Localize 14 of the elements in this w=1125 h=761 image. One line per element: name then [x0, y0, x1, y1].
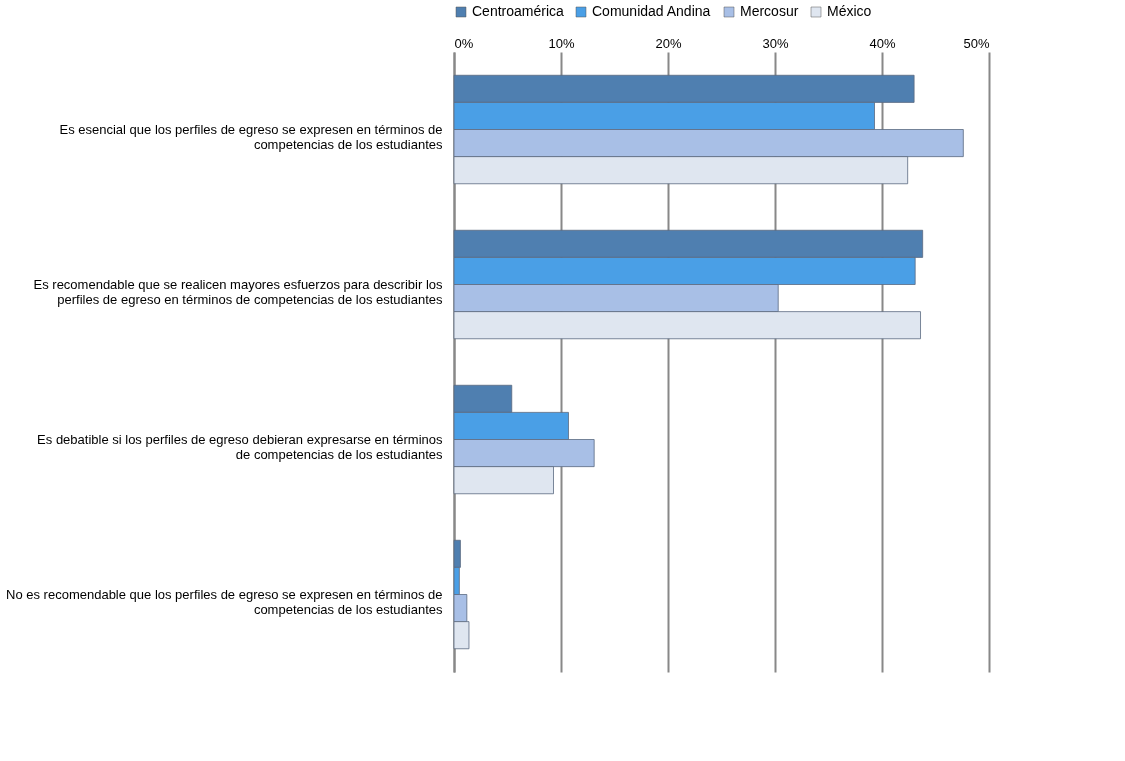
legend-label: México	[827, 3, 872, 19]
y-tick-label: Es recomendable que se realicen mayores esfuerzos para describir los perfiles de egreso en términos de competencias de los estudiantes	[33, 276, 443, 307]
x-tick-label: 20%	[655, 35, 682, 51]
legend-label: Centroamérica	[472, 3, 565, 19]
x-tick-label: 30%	[762, 35, 789, 51]
x-tick-label: 50%	[963, 35, 990, 51]
x-tick-label: 0%	[454, 35, 474, 51]
y-tick-label: No es recomendable que los perfiles de egreso se expresen en términos de competencias de los estudiantes	[6, 586, 443, 617]
y-tick-label: Es debatible si los perfiles de egreso debieran expresarse en términos de competencias de los estudiantes	[37, 431, 443, 462]
x-tick-label: 40%	[869, 35, 896, 51]
legend-label: Mercosur	[740, 3, 799, 19]
x-tick-label: 10%	[548, 35, 575, 51]
y-tick-label: Es esencial que los perfiles de egreso se expresen en términos de competencias de los estudiantes	[59, 121, 443, 152]
legend-label: Comunidad Andina	[592, 3, 711, 19]
